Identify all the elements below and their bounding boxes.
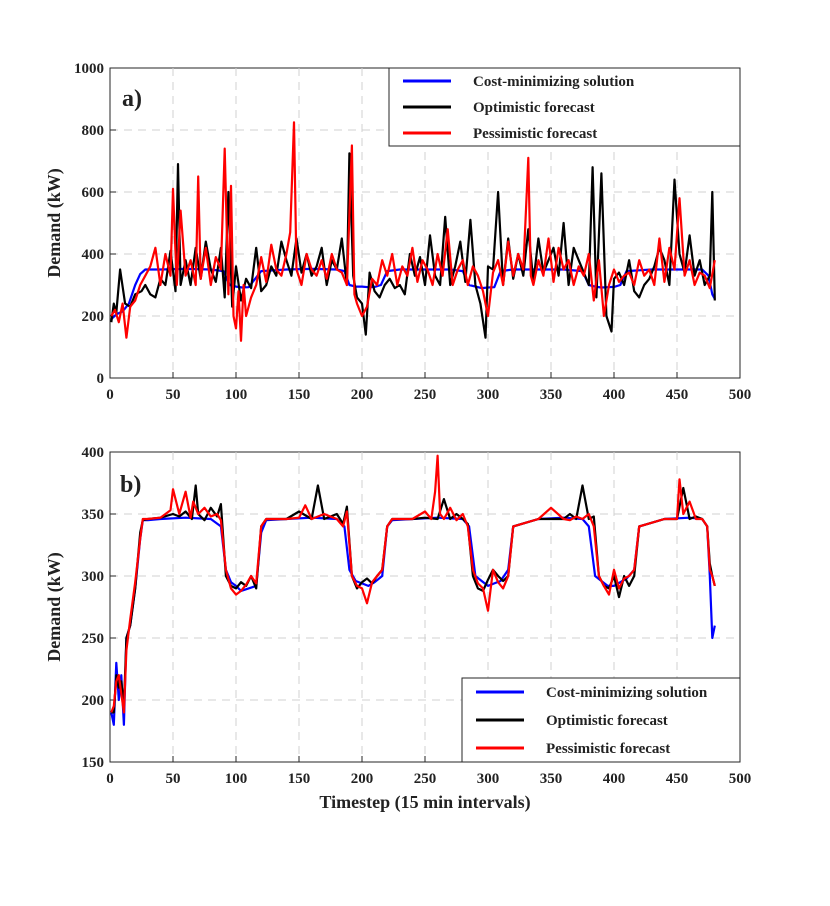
x-tick-label: 500 bbox=[729, 771, 752, 787]
y-tick-label: 400 bbox=[82, 445, 105, 461]
legend-label-2: Optimistic forecast bbox=[473, 100, 595, 116]
x-tick-label: 250 bbox=[414, 771, 437, 787]
legend-label-1: Cost-minimizing solution bbox=[546, 685, 708, 701]
y-tick-label: 1000 bbox=[74, 61, 104, 77]
y-tick-label: 400 bbox=[82, 247, 105, 263]
x-tick-label: 150 bbox=[288, 771, 311, 787]
tick-labels-a: 0 50 100 150 200 250 300 350 400 450 500 0 200 400 600… bbox=[74, 61, 751, 403]
y-tick-label: 200 bbox=[82, 693, 105, 709]
x-tick-label: 200 bbox=[351, 387, 374, 403]
x-tick-label: 450 bbox=[666, 771, 689, 787]
x-tick-label: 500 bbox=[729, 387, 752, 403]
x-tick-label: 300 bbox=[477, 771, 500, 787]
y-tick-label: 800 bbox=[82, 123, 105, 139]
series-lines-a bbox=[110, 121, 716, 342]
x-tick-label: 100 bbox=[225, 771, 248, 787]
x-tick-label: 150 bbox=[288, 387, 311, 403]
panel-a: 0 50 100 150 200 250 300 350 400 450 500 0 200 400 600… bbox=[44, 61, 751, 403]
y-tick-label: 350 bbox=[82, 507, 105, 523]
legend-label-3: Pessimistic forecast bbox=[546, 741, 670, 757]
x-axis-label-b: Timestep (15 min intervals) bbox=[319, 792, 530, 813]
x-tick-label: 50 bbox=[166, 387, 181, 403]
panel-label-a: a) bbox=[122, 86, 142, 112]
y-tick-label: 600 bbox=[82, 185, 105, 201]
legend-label-2: Optimistic forecast bbox=[546, 713, 668, 729]
x-tick-label: 250 bbox=[414, 387, 437, 403]
x-tick-label: 50 bbox=[166, 771, 181, 787]
panel-label-b: b) bbox=[120, 472, 141, 498]
y-axis-label-b: Demand (kW) bbox=[44, 552, 65, 662]
legend-b: Cost-minimizing solution Optimistic forec… bbox=[461, 677, 741, 763]
series-line-3 bbox=[110, 454, 716, 714]
y-tick-label: 0 bbox=[97, 371, 105, 387]
x-tick-label: 0 bbox=[106, 771, 114, 787]
x-tick-label: 450 bbox=[666, 387, 689, 403]
x-tick-label: 400 bbox=[603, 771, 626, 787]
x-tick-label: 0 bbox=[106, 387, 114, 403]
y-tick-label: 250 bbox=[82, 631, 105, 647]
y-tick-label: 200 bbox=[82, 309, 105, 325]
x-tick-label: 400 bbox=[603, 387, 626, 403]
x-tick-label: 100 bbox=[225, 387, 248, 403]
tick-labels-b: 0 50 100 150 200 250 300 350 400 450 500 150 200 250 3… bbox=[82, 445, 752, 787]
series-line-3 bbox=[110, 121, 716, 342]
y-axis-label-a: Demand (kW) bbox=[44, 168, 65, 278]
x-tick-label: 350 bbox=[540, 771, 563, 787]
y-tick-label: 300 bbox=[82, 569, 105, 585]
panel-b: 0 50 100 150 200 250 300 350 400 450 500 150 200 250 3… bbox=[44, 445, 751, 813]
x-tick-label: 300 bbox=[477, 387, 500, 403]
series-lines-b bbox=[110, 454, 716, 726]
legend-a: Cost-minimizing solution Optimistic forec… bbox=[388, 67, 741, 147]
legend-label-3: Pessimistic forecast bbox=[473, 126, 597, 142]
legend-label-1: Cost-minimizing solution bbox=[473, 74, 635, 90]
y-tick-label: 150 bbox=[82, 755, 105, 771]
x-tick-label: 200 bbox=[351, 771, 374, 787]
x-tick-label: 350 bbox=[540, 387, 563, 403]
